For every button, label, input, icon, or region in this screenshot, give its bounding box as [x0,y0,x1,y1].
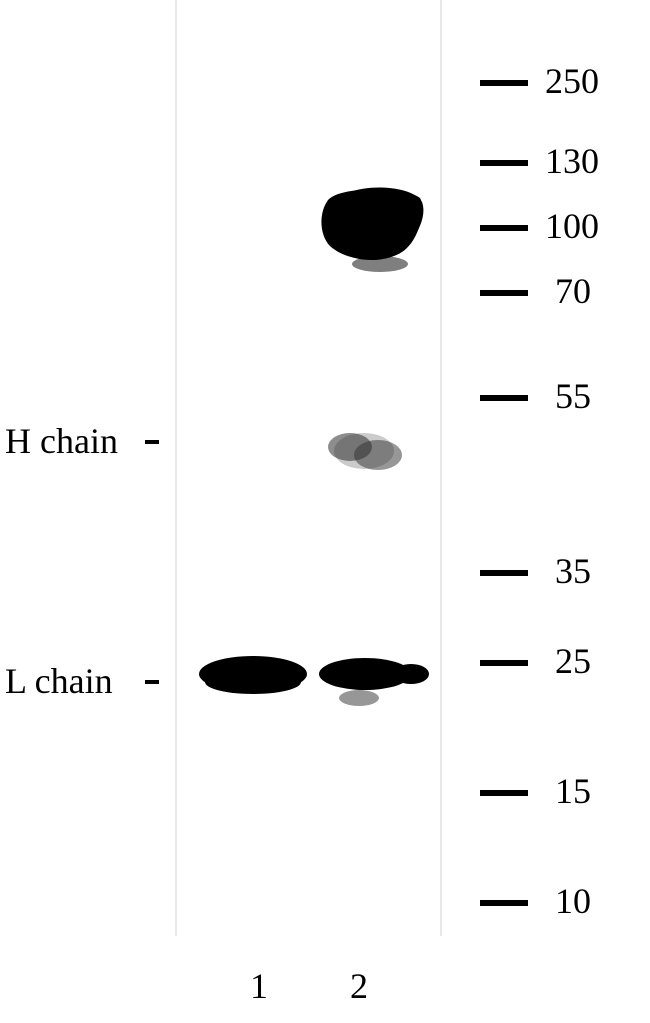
mw-label-15: 15 [555,770,591,812]
mw-tick-70 [480,290,528,296]
band-lane2-50kda-hchain [320,425,410,480]
mw-label-70: 70 [555,270,591,312]
mw-label-35: 35 [555,550,591,592]
mw-tick-100 [480,225,528,231]
mw-label-25: 25 [555,640,591,682]
mw-label-55: 55 [555,375,591,417]
label-h-chain: H chain [5,420,118,462]
label-l-chain: L chain [5,660,113,702]
lane-label-1: 1 [250,965,268,1007]
band-lane1-24kda-lchain [195,650,310,705]
mw-tick-25 [480,660,528,666]
band-lane2-24kda-lchain [315,650,435,710]
mw-tick-130 [480,160,528,166]
mw-tick-250 [480,80,528,86]
label-h-chain-tick [145,440,159,444]
mw-tick-35 [480,570,528,576]
mw-tick-15 [480,790,528,796]
band-lane2-95kda [310,178,430,273]
mw-label-130: 130 [545,140,599,182]
gel-right-edge [440,0,442,936]
mw-label-100: 100 [545,205,599,247]
mw-label-10: 10 [555,880,591,922]
mw-tick-55 [480,395,528,401]
mw-tick-10 [480,900,528,906]
blot-figure: 250 130 100 70 55 35 25 15 10 H chain L … [0,0,650,1023]
label-l-chain-tick [145,680,159,684]
mw-label-250: 250 [545,60,599,102]
lane-label-2: 2 [350,965,368,1007]
